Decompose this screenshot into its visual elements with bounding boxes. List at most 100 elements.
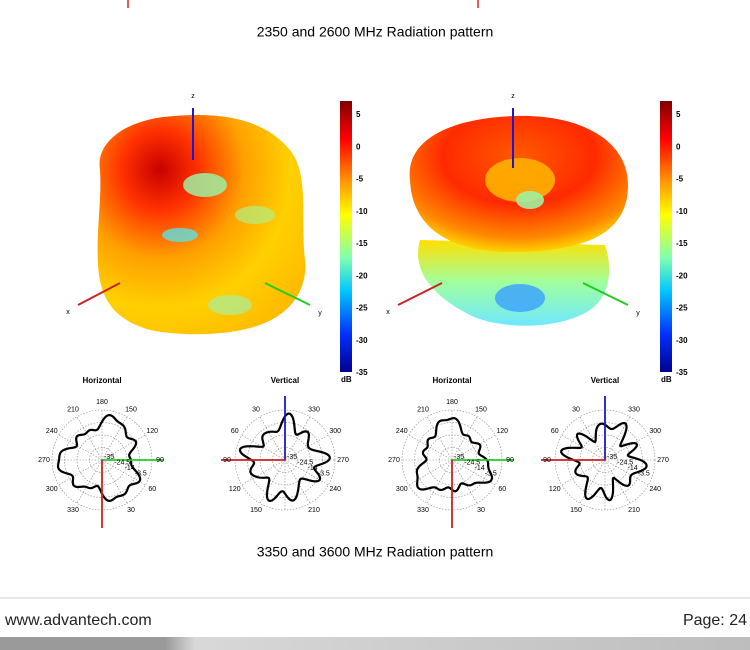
angle-label: 270 <box>388 457 400 464</box>
angle-label: 90 <box>543 457 551 464</box>
colorbar-label: -30 <box>676 336 688 345</box>
polar-spoke <box>101 416 128 461</box>
polar-spoke <box>561 434 606 461</box>
polar-spoke <box>76 416 103 461</box>
surface-shade <box>235 206 275 224</box>
ring-label: -14 <box>308 465 318 472</box>
colorbar-label: -30 <box>356 336 368 345</box>
axis-label: x <box>386 309 390 316</box>
angle-label: 210 <box>67 407 79 414</box>
polar-spoke <box>101 434 146 461</box>
caption: 2350 and 2600 MHz Radiation pattern <box>257 24 494 40</box>
colorbar-label: 0 <box>676 142 681 151</box>
angle-label: 210 <box>308 507 320 514</box>
angle-label: 270 <box>337 457 349 464</box>
axis-label: x <box>66 309 70 316</box>
surface-shade <box>162 228 198 242</box>
ring-label: -35 <box>454 454 464 461</box>
angle-label: 330 <box>628 407 640 414</box>
x-axis <box>397 282 443 306</box>
axis-label: z <box>511 93 515 100</box>
polar-spoke <box>101 459 146 486</box>
angle-label: 180 <box>96 399 108 406</box>
angle-label: 300 <box>46 486 58 493</box>
angle-label: 150 <box>475 407 487 414</box>
axis-label: y <box>318 310 322 317</box>
polar-spoke <box>284 459 311 504</box>
polar-spoke <box>604 416 631 461</box>
polar-spoke <box>284 434 329 461</box>
angle-label: 60 <box>231 428 239 435</box>
angle-label: 60 <box>551 428 559 435</box>
ring-label: -3.5 <box>638 471 650 478</box>
polar-title: Vertical <box>591 376 619 385</box>
angle-label: 90 <box>223 457 231 464</box>
colorbar-label: -15 <box>676 239 688 248</box>
ring-label: -35 <box>287 454 297 461</box>
footer-page: Page: 24 <box>683 612 747 629</box>
colorbar-label: -35 <box>356 368 368 377</box>
colorbar-label: -5 <box>676 175 684 184</box>
colorbar-unit: dB <box>661 375 672 384</box>
colorbar-label: -25 <box>356 304 368 313</box>
angle-label: 30 <box>127 507 135 514</box>
angle-label: 120 <box>229 486 241 493</box>
angle-label: 240 <box>649 486 661 493</box>
footer-url: www.advantech.com <box>4 612 152 629</box>
ring-label: -14 <box>125 465 135 472</box>
angle-label: 30 <box>252 407 260 414</box>
angle-label: 300 <box>396 486 408 493</box>
angle-label: 210 <box>417 407 429 414</box>
polar-spoke <box>579 416 606 461</box>
ring-label: -3.5 <box>318 471 330 478</box>
polar-spoke <box>426 416 453 461</box>
polar-spoke <box>426 459 453 504</box>
ring-label: -3.5 <box>485 471 497 478</box>
polar-spoke <box>451 434 496 461</box>
colorbar-label: -10 <box>676 207 688 216</box>
surface-shade <box>516 191 544 209</box>
polar-spoke <box>604 434 649 461</box>
polar-spoke <box>259 416 286 461</box>
colorbar-label: -15 <box>356 239 368 248</box>
angle-label: 150 <box>250 507 262 514</box>
polar-title: Horizontal <box>432 376 471 385</box>
polar-spoke <box>58 459 103 486</box>
angle-label: 120 <box>146 428 158 435</box>
colorbar-label: -35 <box>676 368 688 377</box>
angle-label: 270 <box>38 457 50 464</box>
colorbar-label: -10 <box>356 207 368 216</box>
angle-label: 300 <box>329 428 341 435</box>
colorbar-label: 5 <box>676 110 681 119</box>
polar-spoke <box>579 459 606 504</box>
polar-spoke <box>451 416 478 461</box>
colorbar <box>660 101 672 372</box>
angle-label: 30 <box>572 407 580 414</box>
polar-spoke <box>451 459 478 504</box>
angle-label: 210 <box>628 507 640 514</box>
ring-label: -14 <box>475 465 485 472</box>
angle-label: 60 <box>498 486 506 493</box>
ring-label: -35 <box>104 454 114 461</box>
polar-spoke <box>76 459 103 504</box>
polar-spoke <box>58 434 103 461</box>
colorbar-label: -20 <box>676 271 688 280</box>
polar-spoke <box>408 459 453 486</box>
angle-label: 240 <box>46 428 58 435</box>
polar-spoke <box>259 459 286 504</box>
polar-title: Vertical <box>271 376 299 385</box>
angle-label: 60 <box>148 486 156 493</box>
ring-label: -24.5 <box>114 459 130 466</box>
angle-label: 30 <box>477 507 485 514</box>
radiation-surface <box>418 240 610 326</box>
axis-label: y <box>636 310 640 317</box>
ring-label: -3.5 <box>135 471 147 478</box>
angle-label: 90 <box>156 457 164 464</box>
colorbar-label: -5 <box>356 175 364 184</box>
angle-label: 240 <box>396 428 408 435</box>
polar-title: Horizontal <box>82 376 121 385</box>
polar-spoke <box>284 459 329 486</box>
polar-spoke <box>241 459 286 486</box>
colorbar-label: -20 <box>356 271 368 280</box>
